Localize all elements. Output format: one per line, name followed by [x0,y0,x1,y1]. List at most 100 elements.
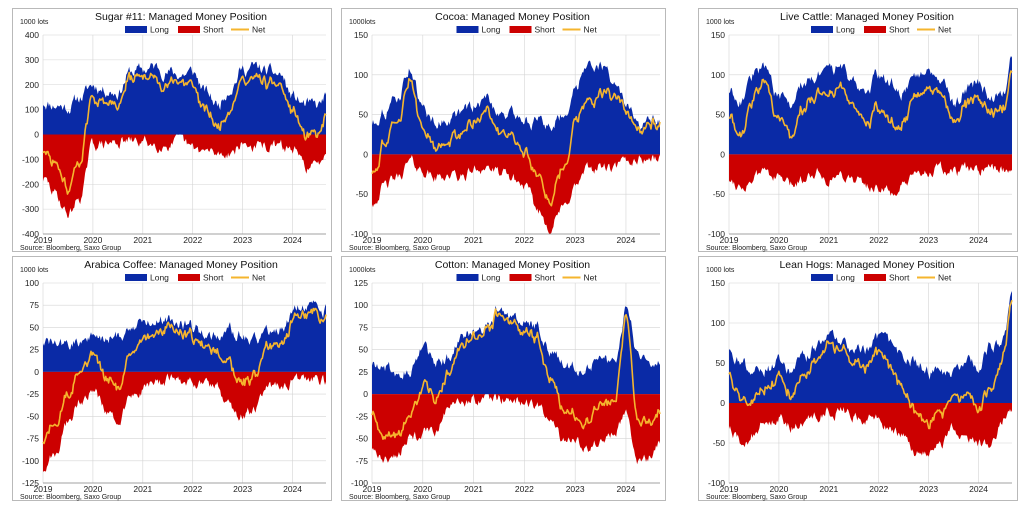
x-tick-label: 2022 [183,235,202,245]
x-tick-label: 2023 [233,484,252,494]
y-tick-label: -100 [708,478,725,488]
y-tick-label: 0 [34,130,39,140]
legend-label-net: Net [252,273,266,283]
x-tick-label: 2023 [919,235,938,245]
legend-label-long: Long [836,273,855,283]
legend-swatch-long [456,274,479,281]
y-tick-label: 100 [711,318,725,328]
x-tick-label: 2021 [133,484,152,494]
unit-label: 1000 lots [20,267,49,274]
x-tick-label: 2023 [233,235,252,245]
chart-svg-cotton: Cotton: Managed Money Position 1000lots Lo… [349,259,661,501]
chart-svg-livecattle: Live Cattle: Managed Money Position 1000 … [706,11,1013,252]
series-line-net [371,308,661,440]
legend: Long Short Net [811,25,952,35]
chart-panel-cotton: Cotton: Managed Money Position 1000lots Lo… [341,256,666,501]
series-line-net [728,299,1013,430]
x-tick-label: 2024 [969,235,988,245]
legend-swatch-long [811,26,833,33]
y-tick-label: -25 [356,411,369,421]
y-tick-label: -100 [22,154,39,164]
y-tick-label: 125 [354,278,368,288]
y-tick-label: -50 [356,189,369,199]
y-tick-label: 200 [25,80,39,90]
chart-title: Live Cattle: Managed Money Position [780,11,954,23]
unit-label: 1000 lots [20,19,49,26]
series-line-net [42,307,327,445]
x-tick-label: 2023 [566,484,585,494]
legend-label-net: Net [938,25,952,35]
y-tick-label: 150 [711,278,725,288]
legend-swatch-short [864,26,886,33]
y-tick-label: 50 [716,110,726,120]
y-tick-label: 100 [354,300,368,310]
y-tick-label: 75 [359,322,369,332]
legend-label-net: Net [584,25,598,35]
y-tick-label: -100 [351,478,368,488]
legend-swatch-short [864,274,886,281]
legend-label-long: Long [482,25,501,35]
series-area-short [43,371,326,472]
y-tick-label: 400 [25,30,39,40]
legend: Long Short Net [125,273,266,283]
source-note: Source: Bloomberg, Saxo Group [349,245,450,252]
legend: Long Short Net [125,25,266,35]
legend-label-net: Net [938,273,952,283]
y-tick-label: -75 [27,434,40,444]
series-area-short [372,154,660,235]
x-tick-label: 2023 [919,484,938,494]
chart-panel-sugar: Sugar #11: Managed Money Position 1000 lo… [12,8,332,252]
x-tick-label: 2023 [566,235,585,245]
series-area-long [43,61,326,135]
legend-label-short: Short [889,273,910,283]
y-tick-label: -100 [708,229,725,239]
y-tick-label: 0 [363,149,368,159]
legend: Long Short Net [811,273,952,283]
unit-label: 1000lots [349,267,376,274]
y-tick-label: 50 [359,110,369,120]
y-tick-label: -50 [27,411,40,421]
x-tick-label: 2021 [464,235,483,245]
legend-swatch-short [178,274,200,281]
x-tick-label: 2024 [283,484,302,494]
series-area-long [729,56,1012,155]
legend-label-short: Short [203,25,224,35]
legend: Long Short Net [456,25,598,35]
y-tick-label: 50 [716,358,726,368]
x-tick-label: 2019 [363,235,382,245]
legend-label-long: Long [482,273,501,283]
x-tick-label: 2022 [183,484,202,494]
chart-panel-leanhogs: Lean Hogs: Managed Money Position 1000 lo… [698,256,1018,501]
y-tick-label: -400 [22,229,39,239]
unit-label: 1000 lots [706,19,735,26]
y-tick-label: 0 [720,398,725,408]
legend-label-short: Short [889,25,910,35]
chart-title: Lean Hogs: Managed Money Position [779,259,954,271]
y-tick-label: -125 [22,478,39,488]
x-tick-label: 2019 [34,484,53,494]
chart-panel-livecattle: Live Cattle: Managed Money Position 1000 … [698,8,1018,252]
series-area-short [43,134,326,218]
legend-label-short: Short [535,273,556,283]
legend-label-long: Long [836,25,855,35]
y-tick-label: -200 [22,179,39,189]
source-note: Source: Bloomberg, Saxo Group [706,245,807,252]
series-area-long [372,60,660,155]
series-area-short [729,154,1012,196]
chart-panel-cocoa: Cocoa: Managed Money Position 1000lots Lon… [341,8,666,252]
chart-svg-sugar: Sugar #11: Managed Money Position 1000 lo… [20,11,327,252]
y-tick-label: 100 [25,105,39,115]
x-tick-label: 2022 [869,235,888,245]
chart-panel-arabica: Arabica Coffee: Managed Money Position 10… [12,256,332,501]
y-tick-label: -100 [351,229,368,239]
x-tick-label: 2019 [720,484,739,494]
series-area-short [729,403,1012,457]
x-tick-label: 2021 [819,484,838,494]
legend-swatch-short [509,274,532,281]
x-tick-label: 2020 [83,235,102,245]
chart-svg-cocoa: Cocoa: Managed Money Position 1000lots Lon… [349,11,661,252]
x-tick-label: 2024 [969,484,988,494]
x-tick-label: 2019 [720,235,739,245]
unit-label: 1000 lots [706,267,735,274]
y-tick-label: -75 [356,456,369,466]
